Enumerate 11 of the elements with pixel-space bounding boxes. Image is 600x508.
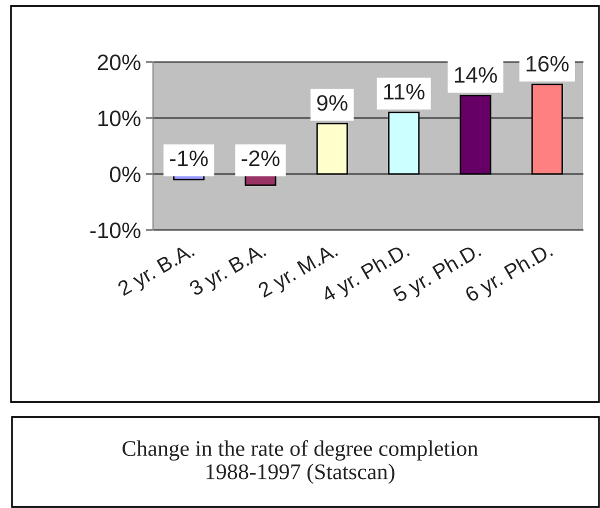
y-tick-label: 0% xyxy=(110,166,140,182)
data-label: 9% xyxy=(317,95,348,111)
data-label: -2% xyxy=(242,150,280,166)
data-label: 11% xyxy=(384,84,424,100)
y-tick-label: -10% xyxy=(90,222,140,238)
y-tick-label: 10% xyxy=(98,110,140,126)
data-label: 16% xyxy=(526,56,569,72)
data-label: 14% xyxy=(454,67,497,83)
text: Change in the rate of degree completion 1988-1997 (Statscan) xyxy=(122,440,478,484)
data-label: -1% xyxy=(170,150,208,166)
y-tick-label: 20% xyxy=(98,54,140,70)
